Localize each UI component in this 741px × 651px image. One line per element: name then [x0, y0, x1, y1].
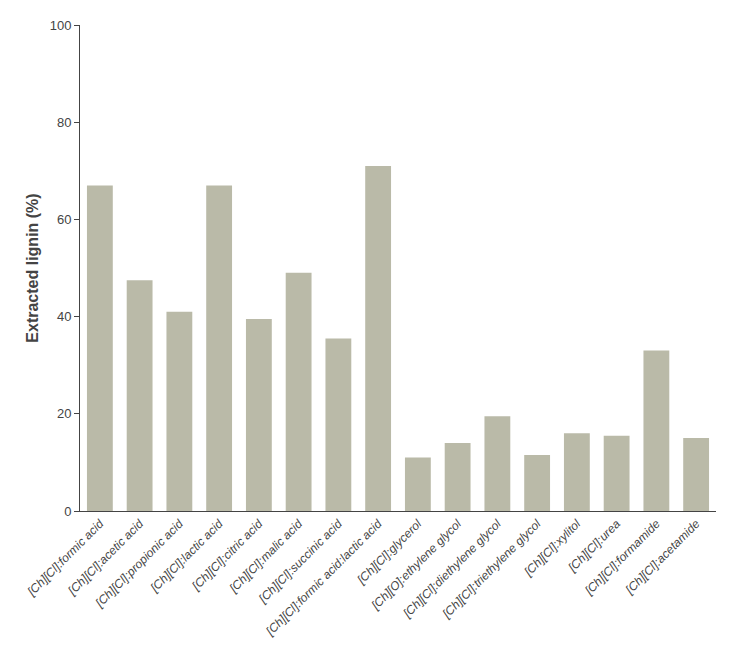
svg-text:[Ch][Cl]:formic acid:lactic ac: [Ch][Cl]:formic acid:lactic acid [263, 517, 385, 639]
svg-text:0: 0 [64, 504, 71, 519]
svg-text:[Ch][O]:ethylene glycol: [Ch][O]:ethylene glycol [368, 517, 464, 613]
svg-text:[Ch][Cl]:acetic acid: [Ch][Cl]:acetic acid [65, 517, 147, 599]
svg-text:[Ch][Cl]:malic acid: [Ch][Cl]:malic acid [226, 517, 305, 596]
svg-text:[Ch][Cl]:lactic acid: [Ch][Cl]:lactic acid [147, 517, 226, 596]
svg-text:[Ch][Cl]:xylitol: [Ch][Cl]:xylitol [521, 517, 584, 580]
svg-text:[Ch][Cl]:citric acid: [Ch][Cl]:citric acid [189, 517, 266, 594]
svg-text:[Ch][Cl]:diethylene glycol: [Ch][Cl]:diethylene glycol [400, 517, 504, 621]
svg-text:20: 20 [57, 406, 71, 421]
svg-text:[Ch][Cl]:formamide: [Ch][Cl]:formamide [581, 517, 663, 599]
svg-text:80: 80 [57, 115, 71, 130]
svg-text:100: 100 [50, 18, 72, 33]
svg-text:[Ch][Cl]:urea: [Ch][Cl]:urea [565, 517, 623, 575]
svg-text:[Ch][Cl]:propionic acid: [Ch][Cl]:propionic acid [92, 517, 186, 611]
svg-text:[Ch][Cl]:acetamide: [Ch][Cl]:acetamide [622, 517, 703, 598]
svg-text:Extracted lignin (%): Extracted lignin (%) [24, 193, 41, 342]
svg-text:[Ch][Cl]:triethylene glycol: [Ch][Cl]:triethylene glycol [439, 517, 544, 622]
svg-text:[Ch][Cl]:glycerol: [Ch][Cl]:glycerol [354, 517, 425, 588]
svg-text:[Ch][Cl]:formic acid: [Ch][Cl]:formic acid [24, 517, 107, 600]
svg-text:60: 60 [57, 212, 71, 227]
svg-text:[Ch][Cl]:succinic acid: [Ch][Cl]:succinic acid [255, 517, 345, 607]
svg-text:40: 40 [57, 309, 71, 324]
